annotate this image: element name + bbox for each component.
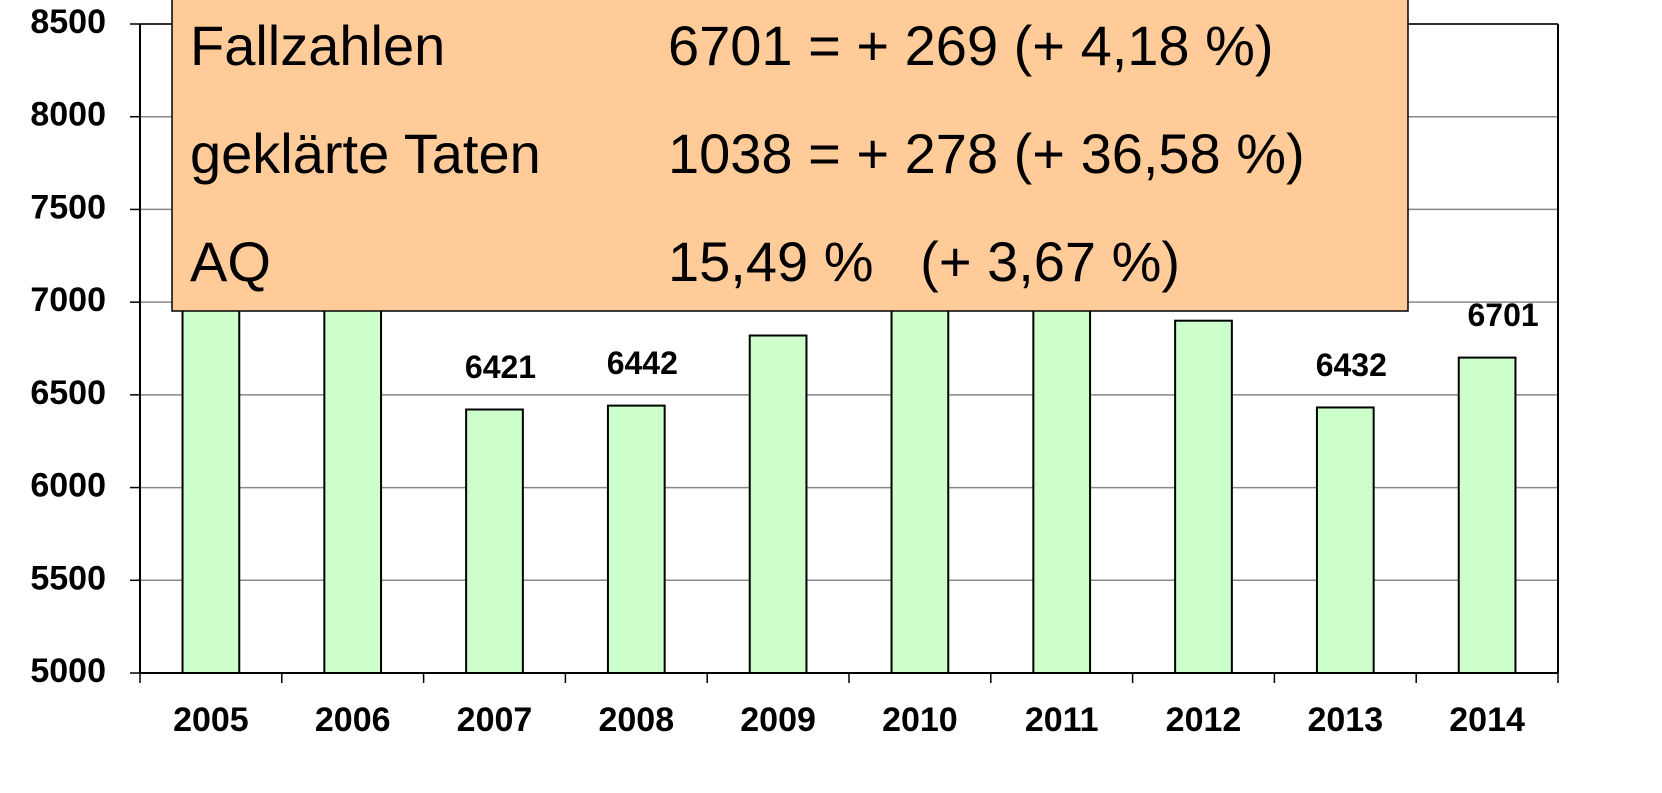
y-tick-label: 6500 xyxy=(30,374,106,412)
annotation-box xyxy=(171,0,1409,312)
annotation-text: AQ xyxy=(190,230,271,293)
x-tick-label: 2012 xyxy=(1166,701,1242,739)
x-tick-label: 2005 xyxy=(173,701,249,739)
bar xyxy=(606,404,666,674)
x-tick-label: 2007 xyxy=(457,701,533,739)
annotation-text: geklärte Taten xyxy=(190,122,541,185)
bar xyxy=(1315,406,1375,674)
bar xyxy=(1457,356,1517,674)
x-tick-label: 2006 xyxy=(315,701,391,739)
bar xyxy=(890,245,950,674)
y-tick-label: 8500 xyxy=(30,3,106,41)
x-tick-label: 2008 xyxy=(598,701,674,739)
bar xyxy=(181,254,241,675)
bar xyxy=(323,273,383,674)
y-tick-label: 8000 xyxy=(30,96,106,134)
annotation-text: Fallzahlen xyxy=(190,14,445,77)
value-label: 6442 xyxy=(607,345,678,381)
value-label: 6432 xyxy=(1316,347,1387,383)
bar xyxy=(748,334,808,674)
x-tick-label: 2013 xyxy=(1307,701,1383,739)
x-tick-label: 2011 xyxy=(1025,701,1099,739)
value-label: 6701 xyxy=(1468,297,1539,333)
x-tick-label: 2014 xyxy=(1449,701,1525,739)
value-label: 6421 xyxy=(465,349,536,385)
x-tick-label: 2010 xyxy=(882,701,958,739)
annotation-text: 15,49 % (+ 3,67 %) xyxy=(668,230,1180,293)
bar xyxy=(465,408,524,674)
x-tick-label: 2009 xyxy=(740,701,816,739)
annotation-text: 1038 = + 278 (+ 36,58 %) xyxy=(668,122,1305,185)
y-tick-label: 7000 xyxy=(30,281,106,319)
annotation-text: 6701 = + 269 (+ 4,18 %) xyxy=(668,14,1274,77)
bar xyxy=(1174,319,1233,674)
y-tick-label: 6000 xyxy=(30,467,106,505)
bar xyxy=(1032,264,1092,674)
y-tick-label: 5500 xyxy=(30,559,106,597)
y-tick-label: 7500 xyxy=(30,188,106,226)
y-tick-label: 5000 xyxy=(30,652,106,690)
